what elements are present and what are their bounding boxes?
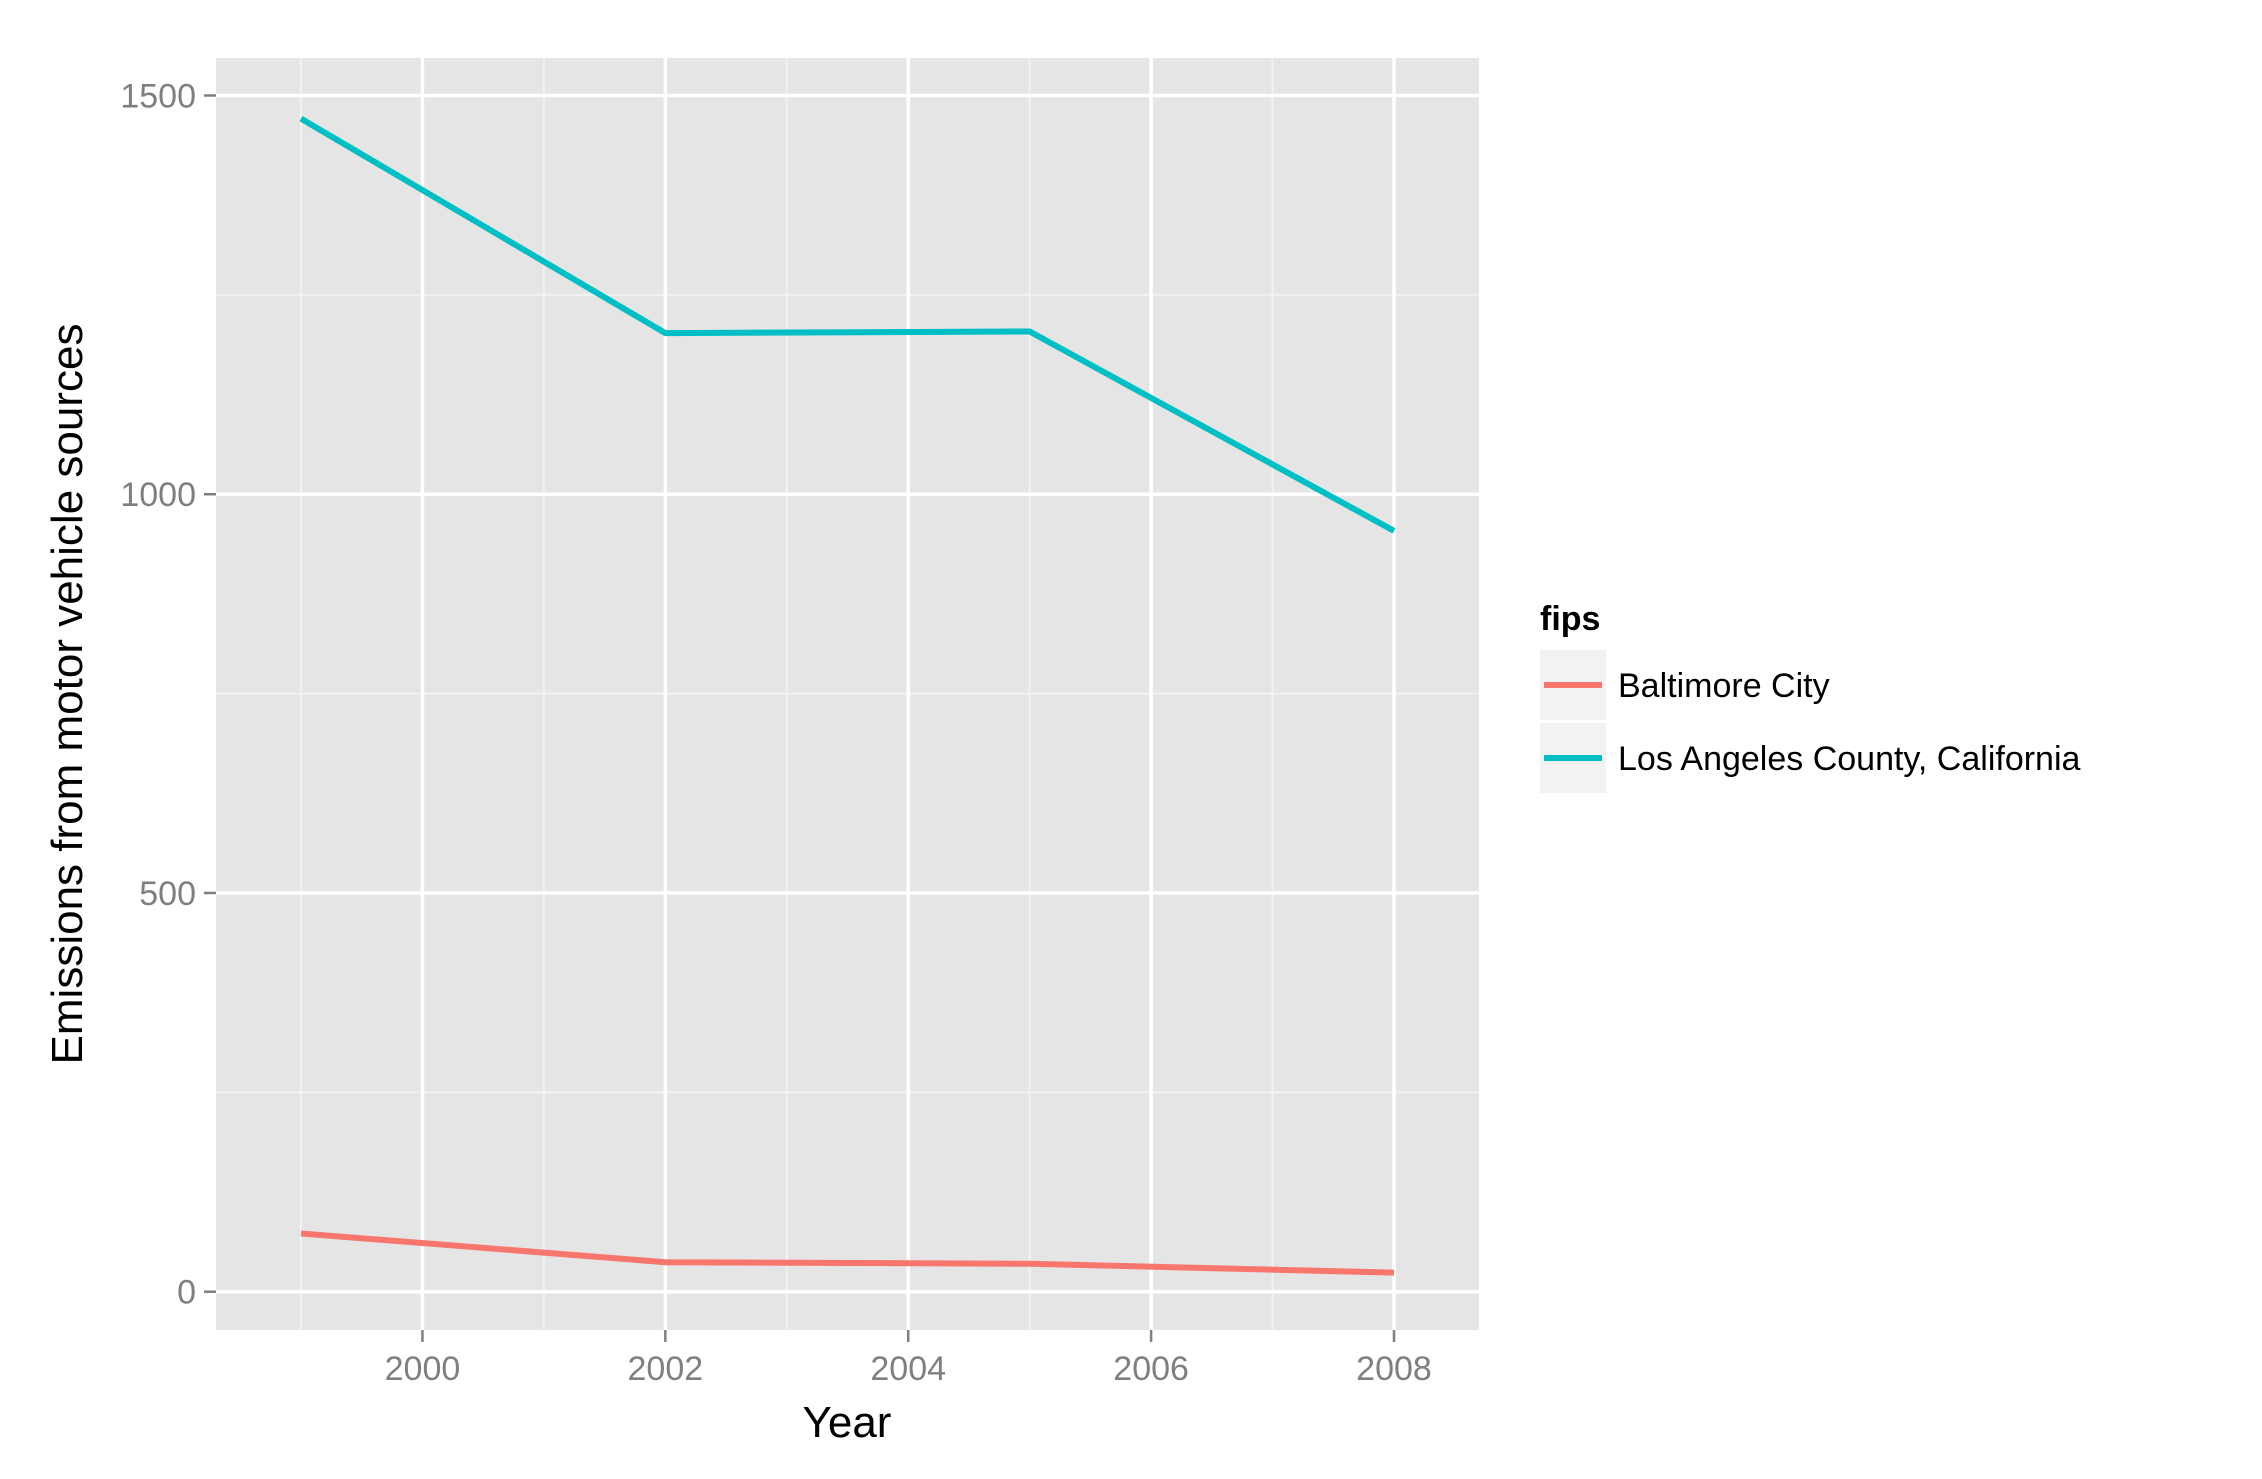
y-axis-title: Emissions from motor vehicle sources bbox=[43, 324, 92, 1065]
series-line-baltimore-city bbox=[300, 1230, 1395, 1276]
y-axis: 0 500 1000 1500 bbox=[120, 77, 216, 1312]
minor-gridlines bbox=[216, 58, 1479, 1330]
series-lines bbox=[299, 116, 1396, 1276]
series-line-los-angeles-county-california bbox=[299, 116, 1396, 534]
legend-items: Baltimore City Los Angeles County, Califo… bbox=[1540, 650, 2081, 793]
legend: fips Baltimore City Los Angeles County, C… bbox=[1540, 600, 2081, 793]
y-tick-label: 500 bbox=[139, 875, 196, 913]
legend-title: fips bbox=[1540, 600, 1600, 638]
x-tick-label: 2002 bbox=[628, 1350, 704, 1388]
x-axis-title: Year bbox=[803, 1398, 892, 1447]
y-tick-label: 1000 bbox=[120, 476, 196, 514]
x-tick-label: 2006 bbox=[1113, 1350, 1189, 1388]
x-tick-label: 2008 bbox=[1356, 1350, 1432, 1388]
major-gridlines bbox=[216, 58, 1479, 1330]
y-tick-label: 0 bbox=[177, 1274, 196, 1312]
legend-label: Baltimore City bbox=[1618, 667, 1830, 705]
x-axis: 2000 2002 2004 2006 2008 bbox=[385, 1330, 1432, 1388]
y-tick-label: 1500 bbox=[120, 77, 196, 115]
x-tick-label: 2004 bbox=[870, 1350, 946, 1388]
x-tick-label: 2000 bbox=[385, 1350, 461, 1388]
legend-label: Los Angeles County, California bbox=[1618, 740, 2081, 778]
